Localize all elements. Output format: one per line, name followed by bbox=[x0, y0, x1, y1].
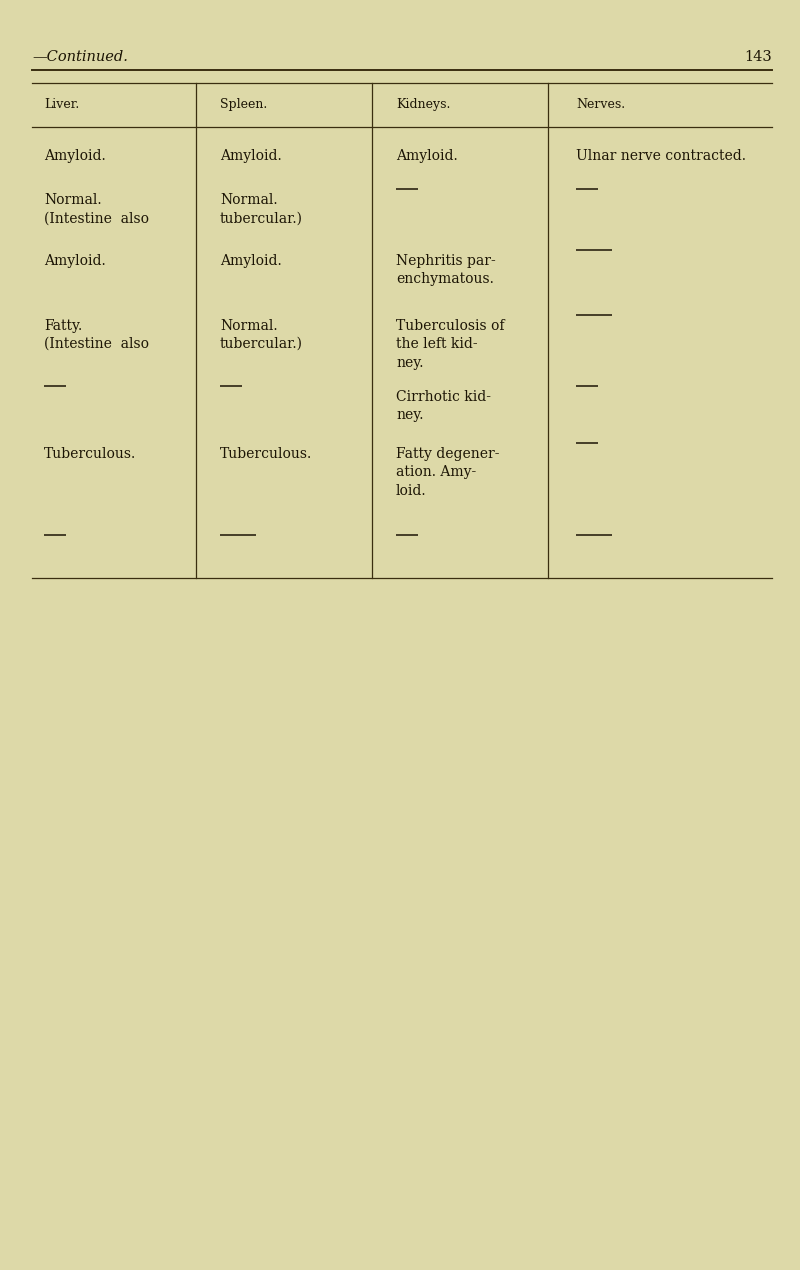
Text: Nephritis par-
enchymatous.: Nephritis par- enchymatous. bbox=[396, 254, 496, 287]
Text: Normal.
tubercular.): Normal. tubercular.) bbox=[220, 193, 303, 226]
Text: Normal.
(Intestine  also: Normal. (Intestine also bbox=[44, 193, 149, 226]
Text: Amyloid.: Amyloid. bbox=[44, 254, 106, 268]
Text: Tuberculous.: Tuberculous. bbox=[220, 447, 312, 461]
Text: Amyloid.: Amyloid. bbox=[220, 254, 282, 268]
Text: Cirrhotic kid-
ney.: Cirrhotic kid- ney. bbox=[396, 390, 491, 423]
Text: Normal.
tubercular.): Normal. tubercular.) bbox=[220, 319, 303, 352]
Text: Fatty degener-
ation. Amy-
loid.: Fatty degener- ation. Amy- loid. bbox=[396, 447, 499, 498]
Text: Nerves.: Nerves. bbox=[576, 98, 625, 110]
Text: Amyloid.: Amyloid. bbox=[396, 149, 458, 163]
Text: —Continued.: —Continued. bbox=[32, 50, 128, 65]
Text: Tuberculosis of
the left kid-
ney.: Tuberculosis of the left kid- ney. bbox=[396, 319, 505, 370]
Text: Kidneys.: Kidneys. bbox=[396, 98, 450, 110]
Text: Tuberculous.: Tuberculous. bbox=[44, 447, 136, 461]
Text: Liver.: Liver. bbox=[44, 98, 79, 110]
Text: Ulnar nerve contracted.: Ulnar nerve contracted. bbox=[576, 149, 746, 163]
Text: Spleen.: Spleen. bbox=[220, 98, 267, 110]
Text: Fatty.
(Intestine  also: Fatty. (Intestine also bbox=[44, 319, 149, 352]
Text: 143: 143 bbox=[744, 50, 772, 65]
Text: Amyloid.: Amyloid. bbox=[44, 149, 106, 163]
Text: Amyloid.: Amyloid. bbox=[220, 149, 282, 163]
